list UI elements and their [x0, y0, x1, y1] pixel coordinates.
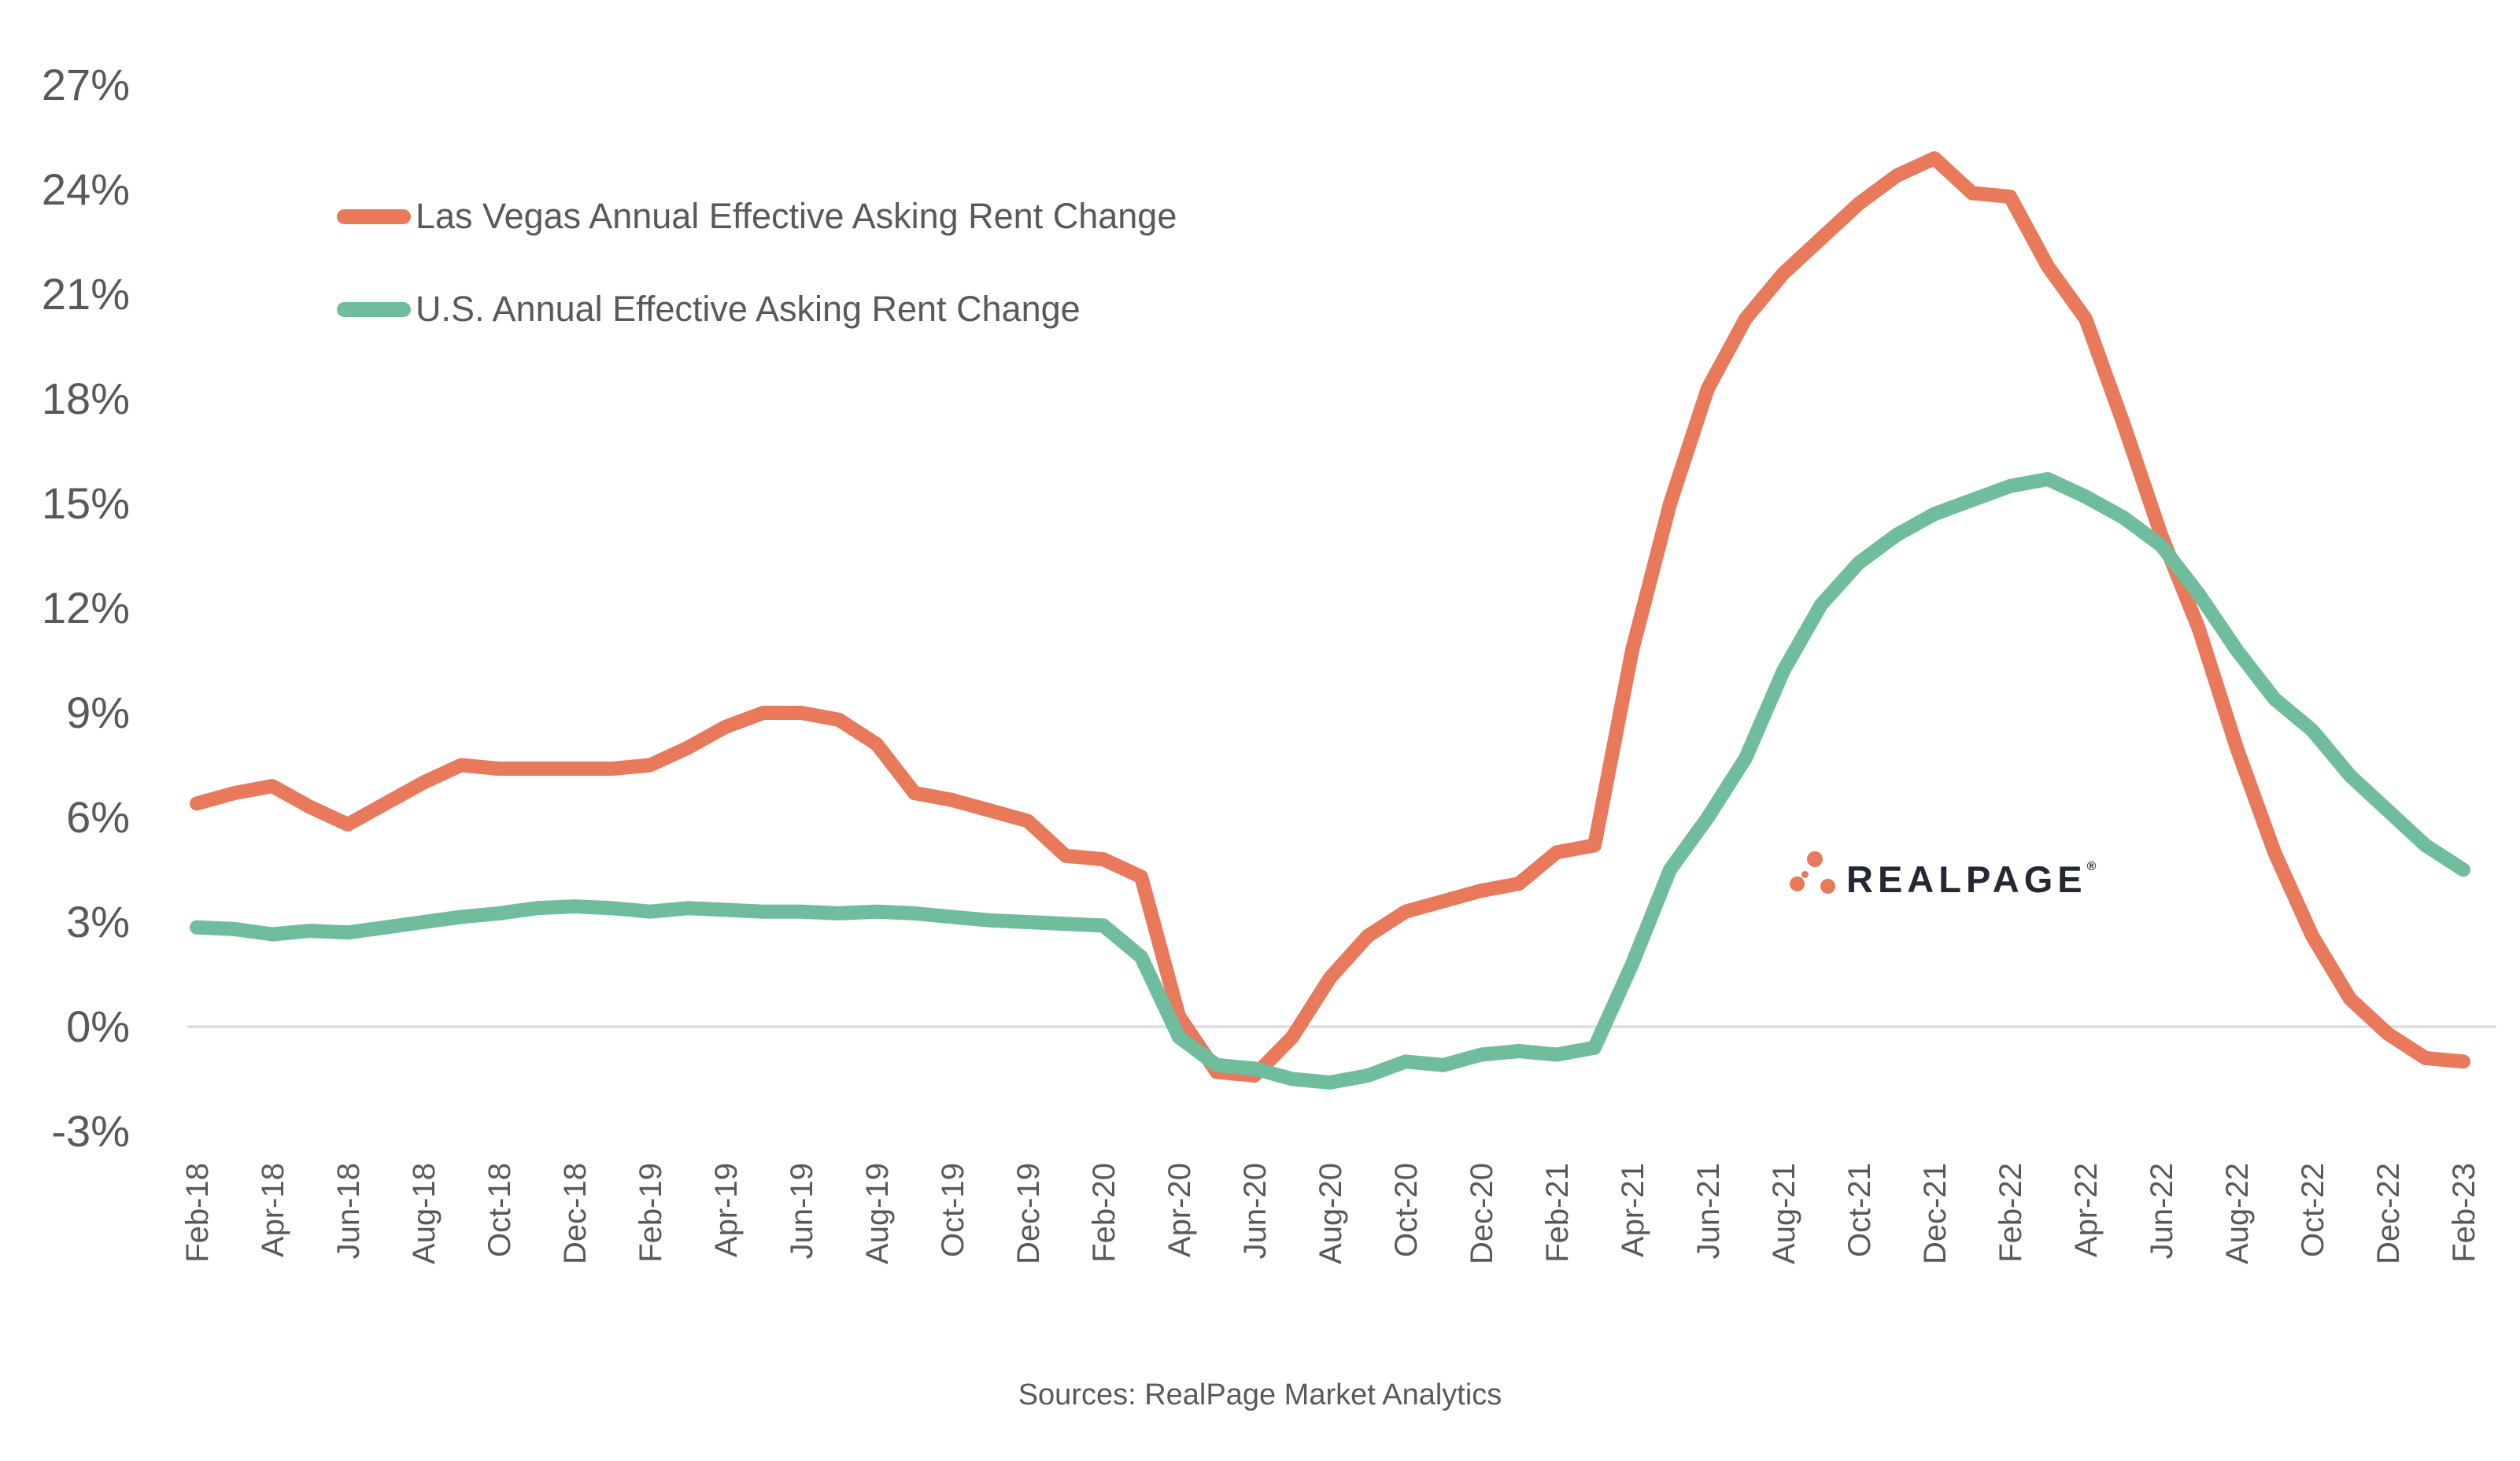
x-axis-tick-label: Feb-22 — [1993, 1163, 2028, 1263]
x-axis-tick-label: Aug-20 — [1314, 1163, 1348, 1264]
legend-label: Las Vegas Annual Effective Asking Rent C… — [416, 196, 1177, 236]
x-axis-tick-label: Apr-20 — [1162, 1163, 1197, 1257]
x-axis-tick-label: Oct-22 — [2296, 1163, 2330, 1257]
x-axis-tick-label: Feb-20 — [1087, 1163, 1121, 1263]
legend-item-us: U.S. Annual Effective Asking Rent Change — [337, 286, 1177, 332]
x-axis-tick-label: Oct-20 — [1389, 1163, 1424, 1257]
x-axis-tick-label: Oct-19 — [936, 1163, 970, 1257]
x-axis-tick-label: Jun-22 — [2145, 1163, 2179, 1259]
realpage-logo: REALPAGE® — [1787, 834, 2164, 905]
x-axis-tick-label: Apr-21 — [1616, 1163, 1650, 1257]
x-axis-tick-label: Feb-21 — [1540, 1163, 1575, 1263]
x-axis-tick-label: Oct-18 — [482, 1163, 517, 1257]
legend-label: U.S. Annual Effective Asking Rent Change — [416, 289, 1081, 329]
x-axis-tick-label: Jun-19 — [785, 1163, 819, 1259]
x-axis-tick-label: Aug-19 — [860, 1163, 895, 1264]
logo-dot-icon — [1807, 851, 1823, 867]
las-vegas-series-swatch — [337, 208, 411, 224]
us-series-swatch — [337, 301, 411, 317]
x-axis-tick-label: Aug-22 — [2220, 1163, 2255, 1264]
x-axis-tick-label: Feb-19 — [634, 1163, 668, 1263]
x-axis-tick-label: Aug-18 — [407, 1163, 442, 1264]
y-axis-tick-label: -3% — [51, 1106, 130, 1156]
y-axis-tick-label: 0% — [66, 1002, 130, 1051]
y-axis-tick-label: 12% — [42, 583, 130, 633]
registered-trademark-icon: ® — [2086, 860, 2097, 873]
logo-wordmark: REALPAGE® — [1846, 858, 2097, 900]
y-axis-tick-label: 18% — [42, 374, 130, 423]
sources-note: Sources: RealPage Market Analytics — [1018, 1378, 1502, 1411]
chart-legend: Las Vegas Annual Effective Asking Rent C… — [337, 194, 1177, 379]
x-axis-tick-label: Jun-20 — [1238, 1163, 1273, 1259]
us-series-line — [190, 472, 2470, 1090]
y-axis-tick-label: 27% — [42, 60, 130, 109]
x-axis-tick-label: Jun-18 — [331, 1163, 366, 1259]
x-axis-tick-label: Dec-20 — [1465, 1163, 1499, 1264]
x-axis-tick-label: Apr-22 — [2069, 1163, 2104, 1257]
x-axis-tick-label: Dec-22 — [2371, 1163, 2406, 1264]
legend-item-las-vegas: Las Vegas Annual Effective Asking Rent C… — [337, 194, 1177, 239]
logo-dot-icon — [1790, 876, 1805, 891]
y-axis-tick-label: 24% — [42, 164, 130, 214]
logo-dot-icon — [1820, 879, 1835, 894]
x-axis-tick-label: Jun-21 — [1691, 1163, 1726, 1259]
x-axis-tick-label: Apr-19 — [709, 1163, 744, 1257]
x-axis-tick-label: Apr-18 — [256, 1163, 290, 1257]
logo-dot-icon — [1801, 871, 1809, 878]
x-axis-tick-label: Feb-18 — [180, 1163, 215, 1263]
x-axis-tick-label: Dec-21 — [1918, 1163, 1953, 1264]
y-axis-tick-label: 3% — [66, 897, 130, 946]
x-axis-tick-label: Feb-23 — [2447, 1163, 2481, 1263]
x-axis-tick-label: Aug-21 — [1767, 1163, 1801, 1264]
y-axis-tick-label: 6% — [66, 792, 130, 842]
y-axis-tick-label: 21% — [42, 269, 130, 319]
x-axis-tick-label: Oct-21 — [1842, 1163, 1877, 1257]
x-axis-tick-label: Dec-19 — [1011, 1163, 1046, 1264]
y-axis-tick-label: 15% — [42, 478, 130, 528]
x-axis-tick-label: Dec-18 — [558, 1163, 593, 1264]
y-axis-tick-label: 9% — [66, 688, 130, 737]
las-vegas-series-line — [190, 151, 2470, 1083]
